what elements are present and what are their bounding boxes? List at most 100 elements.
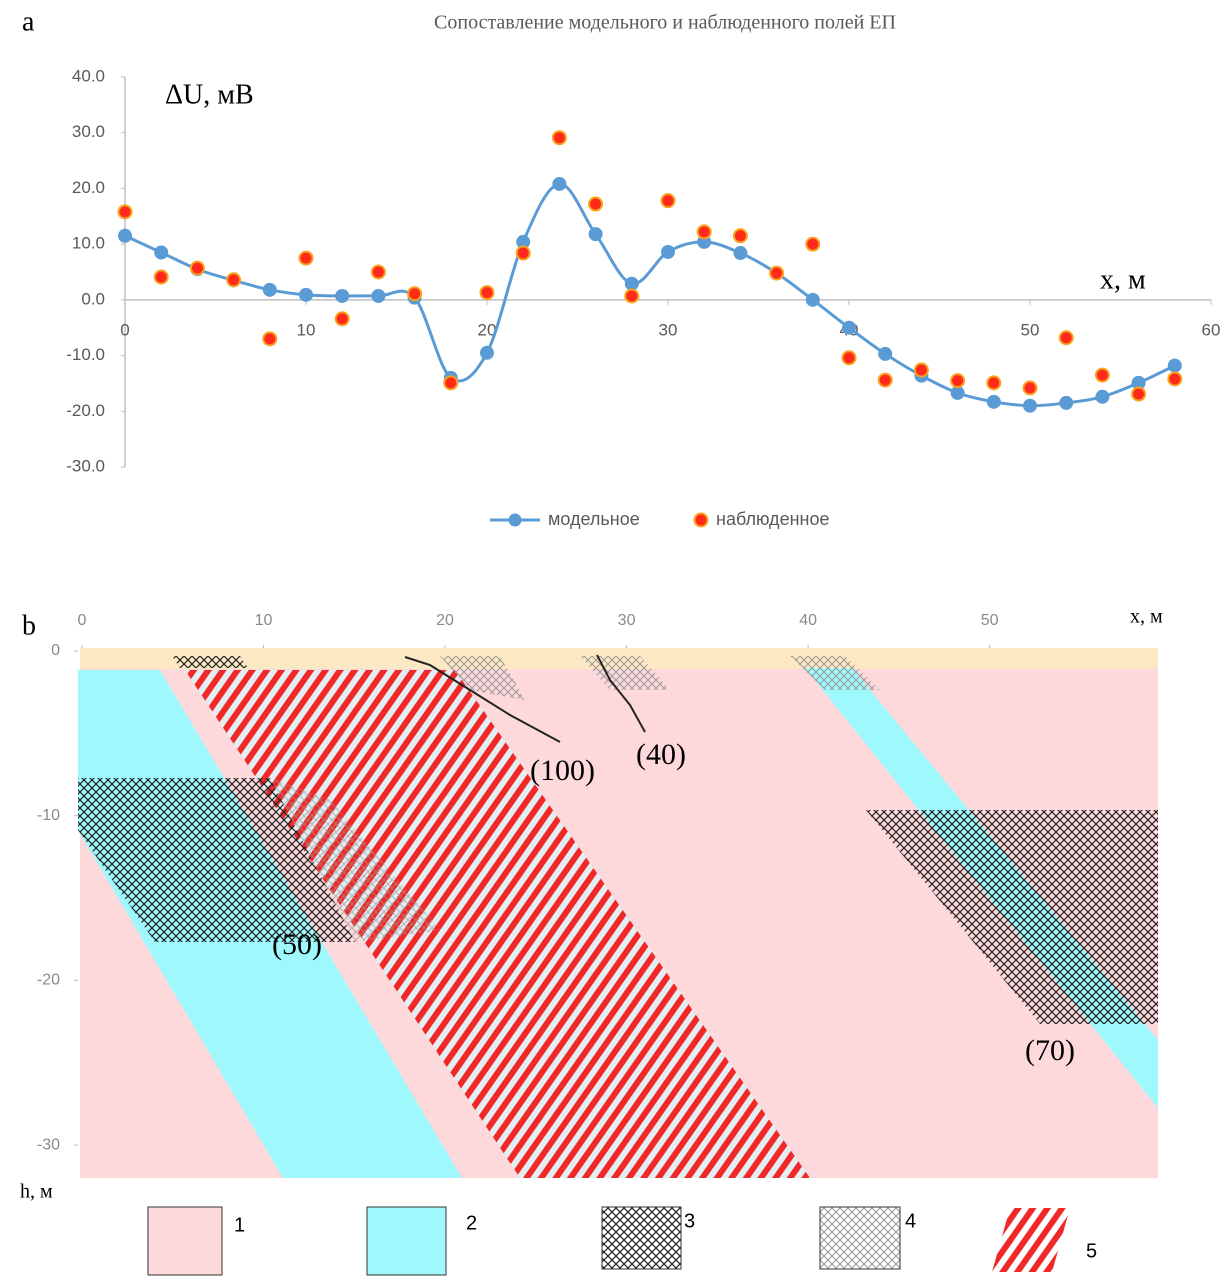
- y-tick-label: 0: [51, 642, 60, 659]
- data-point: [1167, 371, 1183, 387]
- legend-label: модельное: [548, 509, 640, 529]
- x-tick-label: 50: [981, 612, 999, 629]
- annotation: (50): [272, 928, 322, 961]
- data-point: [878, 346, 893, 361]
- legend-label: 3: [684, 1210, 695, 1232]
- y-tick-label: -10: [37, 807, 60, 824]
- data-point: [443, 375, 459, 391]
- data-point: [262, 282, 277, 297]
- x-tick-label: 60: [1202, 320, 1221, 339]
- y-tick-label: -30.0: [66, 456, 105, 475]
- chart-a: -30.0 -20.0 -10.0 0.0 10.0 20.0 30.0 40.0 0 10 20 3…: [66, 66, 1220, 528]
- y-tick-label: 10.0: [72, 234, 105, 253]
- layer-4: [790, 656, 880, 690]
- data-point: [733, 246, 748, 261]
- data-point: [1022, 380, 1038, 396]
- chart-title: Сопоставление модельного и наблюденного …: [434, 12, 896, 34]
- data-point: [154, 245, 169, 260]
- x-tick-label: 20: [478, 320, 497, 339]
- layer-4: [440, 656, 525, 700]
- data-point: [624, 276, 639, 291]
- data-point: [660, 193, 676, 209]
- data-point: [769, 265, 785, 281]
- data-point: [986, 375, 1002, 391]
- data-point: [299, 287, 313, 302]
- x-axis-label: x, м: [1130, 606, 1163, 628]
- section-axes: 0 10 20 30 40 50 0 -10 -20 -30: [37, 612, 999, 1153]
- y-tick-label: 0.0: [81, 289, 105, 308]
- data-point: [805, 292, 820, 307]
- fracture: [596, 654, 646, 733]
- x-tick-label: 30: [659, 320, 678, 339]
- y-tick-label: -20.0: [66, 401, 105, 420]
- data-point: [370, 264, 386, 280]
- data-point: [950, 385, 965, 400]
- data-point: [226, 272, 242, 288]
- layer-5: [185, 670, 810, 1178]
- data-point: [1094, 367, 1110, 383]
- data-point: [696, 224, 712, 240]
- y-tick-label: -20: [37, 972, 60, 989]
- data-point: [1059, 395, 1074, 410]
- legend-label: наблюденное: [716, 509, 829, 529]
- legend-swatch: [992, 1208, 1070, 1272]
- data-point: [515, 245, 531, 261]
- data-point: [118, 228, 132, 243]
- data-point: [262, 331, 278, 347]
- data-point: [588, 227, 603, 242]
- layer-3: [172, 656, 248, 668]
- annotation: (70): [1025, 1034, 1075, 1067]
- data-point: [334, 311, 350, 327]
- x-tick-label: 0: [78, 612, 87, 629]
- legend-label: 2: [466, 1212, 477, 1234]
- data-point: [551, 130, 567, 146]
- fracture: [404, 656, 561, 743]
- data-point: [371, 288, 386, 303]
- x-tick-label: 0: [120, 320, 129, 339]
- layer-3: [866, 810, 1158, 1024]
- panel-label: b: [22, 610, 36, 641]
- data-point: [480, 345, 494, 360]
- y-tick-label: -30: [37, 1136, 60, 1153]
- data-point: [552, 176, 567, 191]
- x-axis-label: x, м: [1100, 264, 1146, 295]
- x-tick-label: 40: [799, 612, 817, 629]
- data-point: [1131, 386, 1147, 402]
- data-point: [1131, 375, 1146, 390]
- layer-4: [270, 778, 440, 942]
- data-point: [117, 204, 133, 220]
- y-tick-label: 20.0: [72, 178, 105, 197]
- data-point: [153, 269, 169, 285]
- panel-label: a: [22, 6, 35, 37]
- data-point: [516, 234, 531, 249]
- data-point: [1167, 358, 1182, 373]
- legend-swatch: [147, 1206, 223, 1276]
- data-point: [913, 362, 929, 378]
- x-tick-label: 30: [618, 612, 636, 629]
- data-point: [479, 285, 495, 301]
- data-point: [842, 320, 856, 335]
- data-point: [805, 236, 821, 252]
- data-point: [1058, 330, 1074, 346]
- data-point: [624, 288, 640, 304]
- legend-marker: [508, 513, 522, 527]
- section: [78, 648, 1158, 1178]
- layer-3: [78, 778, 355, 942]
- y-tick-label: -10.0: [66, 345, 105, 364]
- data-point: [661, 244, 675, 259]
- legend-swatch: [366, 1206, 447, 1276]
- data-point: [732, 228, 748, 244]
- legend-label: 5: [1086, 1240, 1097, 1262]
- x-tick-label: 50: [1021, 320, 1040, 339]
- annotation: (40): [636, 738, 686, 771]
- legend-swatch: [819, 1206, 901, 1270]
- annotation: (100): [530, 754, 595, 787]
- data-point: [298, 250, 314, 266]
- data-point: [950, 373, 966, 389]
- y-tick-label: 40.0: [72, 66, 105, 85]
- y-axis-label: ΔU, мВ: [165, 79, 254, 110]
- legend-label: 4: [905, 1210, 916, 1232]
- legend-label: 1: [234, 1214, 245, 1236]
- data-point: [189, 260, 205, 276]
